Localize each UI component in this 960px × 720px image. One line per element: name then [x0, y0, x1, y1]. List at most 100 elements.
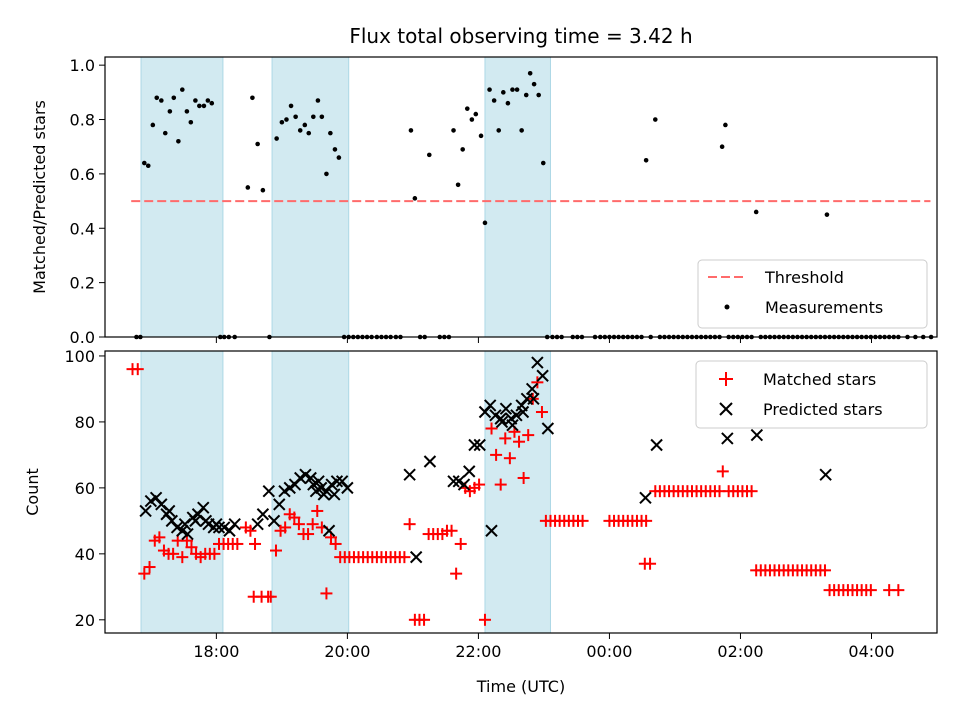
measurements-point-12	[184, 109, 190, 114]
observing-window-1	[271, 56, 350, 338]
top-x-ticks	[215, 337, 872, 343]
predicted-stars-point-58	[494, 412, 507, 425]
measurements-point-71	[482, 220, 488, 226]
matched-stars-point-123	[716, 465, 729, 478]
matched-stars-point-10	[176, 551, 189, 564]
measurements-point-14	[193, 98, 198, 103]
top-legend-box	[697, 259, 928, 329]
bottom-count-points	[126, 356, 905, 626]
legend-matched-swatch	[719, 372, 733, 386]
matched-stars-point-86	[264, 590, 277, 603]
measurements-point-128	[753, 209, 759, 215]
measurements-point-70	[478, 133, 484, 139]
legend-predicted-swatch	[719, 402, 733, 416]
predicted-stars-point-52	[463, 465, 476, 478]
top-legend: Threshold Measurements	[697, 259, 928, 329]
measurements-point-33	[297, 128, 303, 133]
y-tick-label-1: 40	[75, 545, 95, 564]
measurements-point-78	[514, 87, 520, 92]
predicted-stars-point-21	[199, 514, 213, 528]
measurements-point-23	[245, 185, 251, 190]
measurements-point-57	[412, 196, 418, 201]
predicted-stars-point-76	[750, 428, 764, 442]
measurements-point-40	[328, 130, 333, 136]
matched-stars-point-157	[892, 584, 905, 597]
predicted-stars-point-26	[267, 514, 281, 528]
matched-stars-point-3	[143, 561, 156, 574]
measurements-point-79	[519, 128, 524, 133]
predicted-stars-point-43	[317, 488, 331, 501]
matched-stars-point-73	[478, 613, 491, 626]
predicted-stars-point-70	[506, 419, 519, 432]
y-tick-label-0: 0.0	[70, 328, 95, 347]
top-y-ticks: 0.0 0.2 0.4 0.6 0.8 1.0	[70, 56, 105, 347]
x-tick-label-2: 22:00	[455, 642, 501, 661]
measurements-point-8	[167, 109, 173, 114]
measurements-point-25	[255, 141, 260, 147]
matched-stars-point-8	[167, 547, 180, 560]
measurements-point-17	[205, 98, 211, 103]
measurements-point-66	[460, 147, 465, 152]
predicted-stars-point-33	[304, 471, 317, 485]
measurements-point-28	[274, 136, 279, 141]
measurements-point-26	[260, 187, 266, 193]
bottom-x-ticks: 18:00 20:00 22:00 00:00 02:00 04:00	[193, 633, 895, 661]
predicted-stars-point-38	[330, 475, 344, 488]
matched-stars-point-87	[269, 544, 282, 557]
legend-threshold-label: Threshold	[764, 268, 844, 287]
measurements-point-82	[531, 81, 537, 87]
predicted-stars-point-66	[536, 369, 549, 382]
predicted-stars-point-53	[468, 438, 481, 452]
predicted-stars-point-72	[527, 392, 540, 406]
predicted-stars-point-11	[197, 501, 210, 514]
y-tick-label-2: 60	[75, 479, 95, 498]
bottom-legend-box	[695, 360, 928, 429]
predicted-stars-point-68	[485, 524, 498, 537]
measurements-point-84	[540, 160, 546, 166]
matched-stars-point-37	[311, 504, 324, 517]
measurements-point-103	[643, 158, 649, 163]
matched-stars-point-25	[249, 537, 262, 550]
matched-stars-point-28	[247, 590, 260, 603]
y-tick-label-1: 0.2	[70, 274, 95, 293]
measurements-point-10	[176, 138, 181, 144]
measurements-point-69	[473, 111, 479, 117]
measurements-point-56	[408, 128, 414, 133]
measurements-point-13	[188, 119, 194, 125]
measurements-point-35	[306, 130, 312, 136]
bottom-panel: 18:00 20:00 22:00 00:00 02:00 04:00 20 40 60 80 1…	[23, 347, 938, 696]
predicted-stars-point-25	[262, 484, 275, 498]
matched-stars-point-81	[517, 471, 530, 484]
measurements-point-2	[142, 160, 147, 166]
predicted-stars-point-42	[312, 475, 325, 488]
predicted-stars-point-49	[447, 475, 460, 488]
predicted-stars-point-54	[473, 438, 486, 452]
measurements-point-24	[250, 95, 255, 101]
measurements-point-81	[527, 71, 533, 76]
legend-matched-label: Matched stars	[763, 370, 876, 389]
bottom-legend: Matched stars Predicted stars	[695, 360, 928, 429]
measurements-point-18	[209, 100, 215, 106]
measurements-point-80	[523, 92, 529, 98]
matched-stars-point-76	[494, 478, 507, 491]
measurements-point-4	[150, 122, 156, 128]
matched-stars-point-41	[329, 537, 342, 550]
predicted-stars-point-61	[510, 409, 523, 422]
matched-stars-point-66	[445, 524, 458, 537]
y-tick-label-5: 1.0	[70, 56, 95, 75]
predicted-stars-point-22	[210, 517, 223, 531]
top-panel: 0.0 0.2 0.4 0.6 0.8 1.0 Matched/Predicted sta…	[30, 56, 938, 347]
measurements-point-73	[491, 98, 497, 103]
predicted-stars-point-23	[251, 517, 264, 531]
measurements-point-38	[319, 114, 325, 120]
measurements-point-7	[162, 130, 168, 136]
top-measurement-points	[134, 71, 934, 340]
observing-window-2	[484, 56, 551, 338]
matched-stars-point-33	[292, 518, 305, 531]
matched-stars-point-74	[485, 422, 498, 435]
measurements-point-15	[197, 103, 202, 109]
matched-stars-point-85	[535, 406, 548, 419]
predicted-stars-point-18	[162, 504, 176, 518]
measurements-point-36	[311, 114, 316, 120]
predicted-stars-point-73	[639, 491, 652, 504]
